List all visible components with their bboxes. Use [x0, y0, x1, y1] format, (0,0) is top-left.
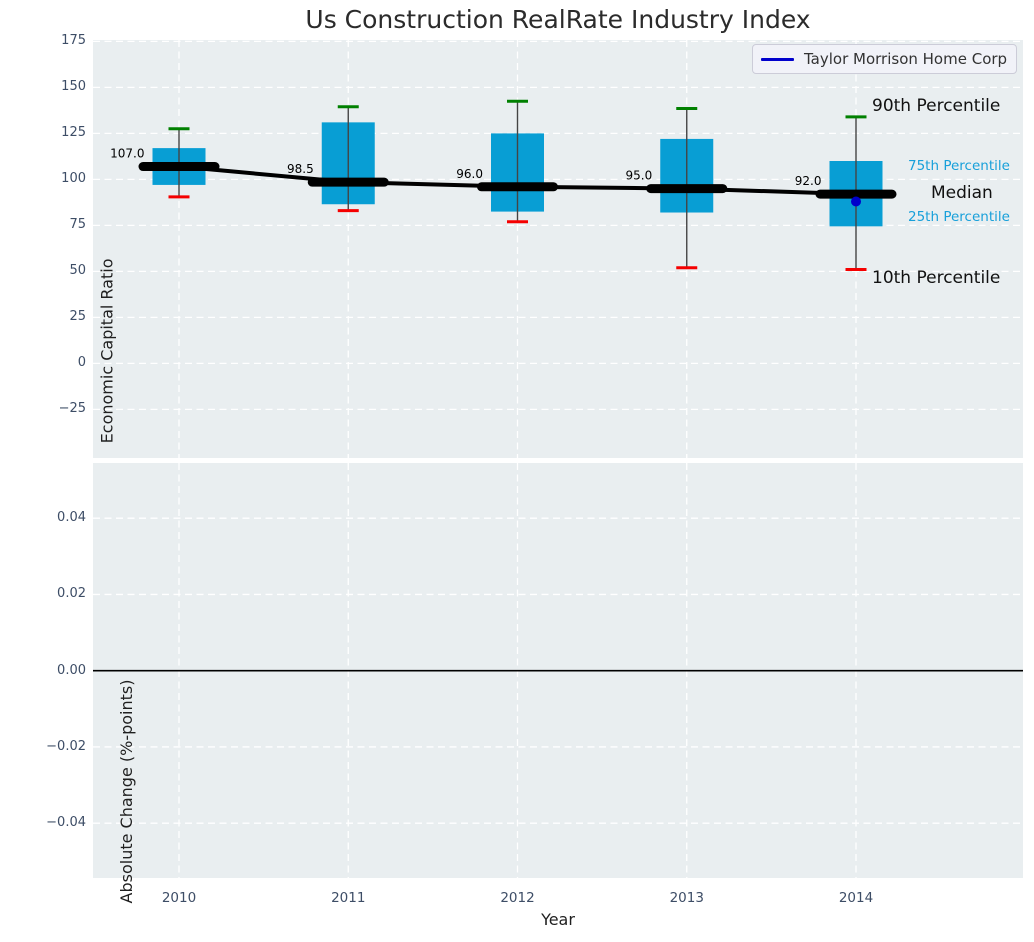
x-tick-2014: 2014 — [838, 890, 874, 906]
top-y-tick-25: 25 — [69, 309, 86, 325]
x-tick-2011: 2011 — [331, 890, 366, 906]
median-value-label-2013: 95.0 — [626, 169, 653, 183]
top-y-tick-0: 0 — [77, 355, 86, 371]
bottom-y-tick-0.00: 0.00 — [57, 662, 86, 678]
x-tick-2013: 2013 — [669, 890, 704, 906]
annotation-median: Median — [931, 183, 993, 203]
chart-title: Us Construction RealRate Industry Index — [305, 5, 811, 34]
bottom-y-tick-−0.04: −0.04 — [46, 815, 86, 831]
annotation-75th-percentile: 75th Percentile — [908, 158, 1010, 174]
legend-label: Taylor Morrison Home Corp — [804, 50, 1008, 68]
annotation-10th-percentile: 10th Percentile — [872, 268, 1001, 288]
legend-line-swatch — [761, 57, 794, 61]
top-y-tick-150: 150 — [61, 79, 86, 95]
top-y-axis-title: Economic Capital Ratio — [97, 258, 117, 444]
top-plot: 107.0 98.5 96.0 95.0 92.0 — [93, 40, 1023, 458]
bottom-y-tick-−0.02: −0.02 — [46, 738, 86, 754]
top-y-tick-175: 175 — [61, 33, 86, 49]
median-value-label-2014: 92.0 — [795, 174, 822, 188]
median-value-label-2010: 107.0 — [110, 147, 144, 161]
annotation-90th-percentile: 90th Percentile — [872, 96, 1001, 116]
bottom-y-tick-0.02: 0.02 — [57, 586, 86, 602]
top-y-tick-125: 125 — [61, 125, 86, 141]
top-y-tick-100: 100 — [61, 171, 86, 187]
x-axis-title: Year — [541, 910, 575, 929]
legend: Taylor Morrison Home Corp — [752, 44, 1018, 74]
x-tick-2012: 2012 — [500, 890, 535, 906]
top-y-tick-75: 75 — [69, 217, 86, 233]
top-plot-bg — [93, 40, 1023, 458]
bottom-y-axis-title: Absolute Change (%-points) — [116, 679, 136, 904]
median-value-label-2012: 96.0 — [456, 167, 483, 181]
bottom-plot — [93, 463, 1023, 878]
top-y-tick-−25: −25 — [58, 401, 86, 417]
company-point-2014 — [851, 196, 861, 207]
bottom-y-tick-0.04: 0.04 — [57, 510, 86, 526]
top-y-tick-50: 50 — [69, 263, 86, 279]
x-tick-2010: 2010 — [161, 890, 197, 906]
median-value-label-2011: 98.5 — [287, 162, 314, 176]
annotation-25th-percentile: 25th Percentile — [908, 209, 1010, 225]
